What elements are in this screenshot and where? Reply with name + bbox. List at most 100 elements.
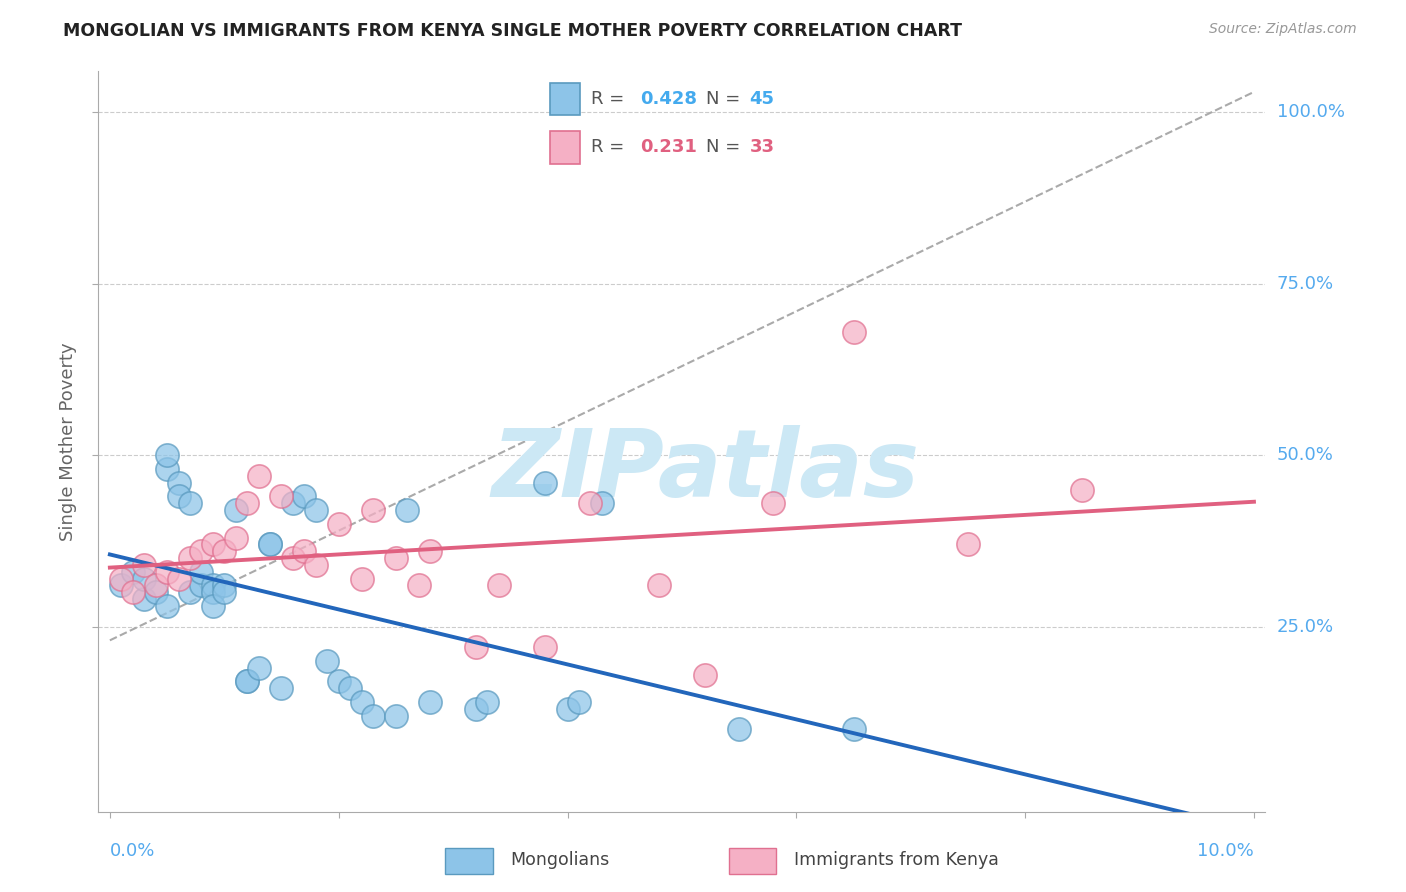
Text: 45: 45 <box>749 90 775 108</box>
Point <box>292 489 315 503</box>
Text: 0.428: 0.428 <box>640 90 697 108</box>
Point <box>270 489 292 503</box>
Point <box>292 544 315 558</box>
Point <box>121 585 143 599</box>
Point <box>648 578 671 592</box>
Point <box>145 578 167 592</box>
Point <box>305 503 328 517</box>
Point <box>396 503 419 517</box>
Point <box>419 544 441 558</box>
Point <box>281 496 304 510</box>
Point <box>270 681 292 696</box>
Text: 33: 33 <box>749 138 775 156</box>
Point <box>236 674 259 689</box>
Point <box>842 325 865 339</box>
Point <box>247 468 270 483</box>
Text: R =: R = <box>591 90 624 108</box>
Point <box>693 667 716 681</box>
FancyBboxPatch shape <box>550 131 579 163</box>
Text: 100.0%: 100.0% <box>1277 103 1344 121</box>
Point <box>419 695 441 709</box>
Point <box>259 537 281 551</box>
Text: 0.231: 0.231 <box>640 138 697 156</box>
Point <box>533 640 555 655</box>
Point <box>728 723 751 737</box>
Point <box>201 585 224 599</box>
Point <box>568 695 591 709</box>
Point <box>179 496 201 510</box>
Point <box>956 537 979 551</box>
FancyBboxPatch shape <box>446 848 492 873</box>
Point <box>361 708 384 723</box>
Point <box>156 565 179 579</box>
Point <box>201 537 224 551</box>
Point <box>156 462 179 476</box>
Point <box>305 558 328 572</box>
Point <box>591 496 613 510</box>
Point <box>385 708 408 723</box>
Point <box>236 674 259 689</box>
Point <box>167 572 190 586</box>
Text: R =: R = <box>591 138 624 156</box>
Point <box>134 558 156 572</box>
Point <box>339 681 361 696</box>
Point <box>201 599 224 613</box>
Point <box>1071 483 1094 497</box>
Point <box>762 496 785 510</box>
Point <box>214 585 236 599</box>
Point <box>225 503 247 517</box>
Point <box>259 537 281 551</box>
Point <box>179 551 201 566</box>
Text: Source: ZipAtlas.com: Source: ZipAtlas.com <box>1209 22 1357 37</box>
Text: ZIPatlas: ZIPatlas <box>491 425 920 517</box>
Point <box>408 578 430 592</box>
Text: Mongolians: Mongolians <box>510 851 610 869</box>
Point <box>121 565 143 579</box>
Point <box>247 661 270 675</box>
Point <box>225 531 247 545</box>
Point <box>328 516 350 531</box>
Text: 0.0%: 0.0% <box>110 842 155 860</box>
Point <box>190 544 212 558</box>
Point <box>214 544 236 558</box>
Point <box>350 572 373 586</box>
Point <box>167 475 190 490</box>
Text: 75.0%: 75.0% <box>1277 275 1334 293</box>
Point <box>477 695 499 709</box>
Point <box>167 489 190 503</box>
Text: N =: N = <box>706 90 740 108</box>
Point <box>465 640 488 655</box>
Point <box>134 592 156 607</box>
Text: N =: N = <box>706 138 740 156</box>
Point <box>190 565 212 579</box>
Point <box>361 503 384 517</box>
Point <box>328 674 350 689</box>
Point <box>316 654 339 668</box>
Text: 10.0%: 10.0% <box>1198 842 1254 860</box>
FancyBboxPatch shape <box>728 848 776 873</box>
Point <box>579 496 602 510</box>
Point <box>145 585 167 599</box>
Point <box>465 702 488 716</box>
Point <box>134 572 156 586</box>
Point <box>110 572 132 586</box>
Text: 50.0%: 50.0% <box>1277 446 1333 464</box>
Point <box>236 496 259 510</box>
Point <box>214 578 236 592</box>
Point <box>385 551 408 566</box>
Point <box>156 448 179 462</box>
Point <box>179 585 201 599</box>
Point <box>557 702 579 716</box>
Text: 25.0%: 25.0% <box>1277 617 1334 636</box>
Point <box>533 475 555 490</box>
Point <box>190 578 212 592</box>
Point <box>281 551 304 566</box>
Point <box>110 578 132 592</box>
Point <box>488 578 510 592</box>
FancyBboxPatch shape <box>550 83 579 115</box>
Point <box>156 599 179 613</box>
Text: Immigrants from Kenya: Immigrants from Kenya <box>794 851 998 869</box>
Point <box>842 723 865 737</box>
Text: MONGOLIAN VS IMMIGRANTS FROM KENYA SINGLE MOTHER POVERTY CORRELATION CHART: MONGOLIAN VS IMMIGRANTS FROM KENYA SINGL… <box>63 22 962 40</box>
Point <box>201 578 224 592</box>
